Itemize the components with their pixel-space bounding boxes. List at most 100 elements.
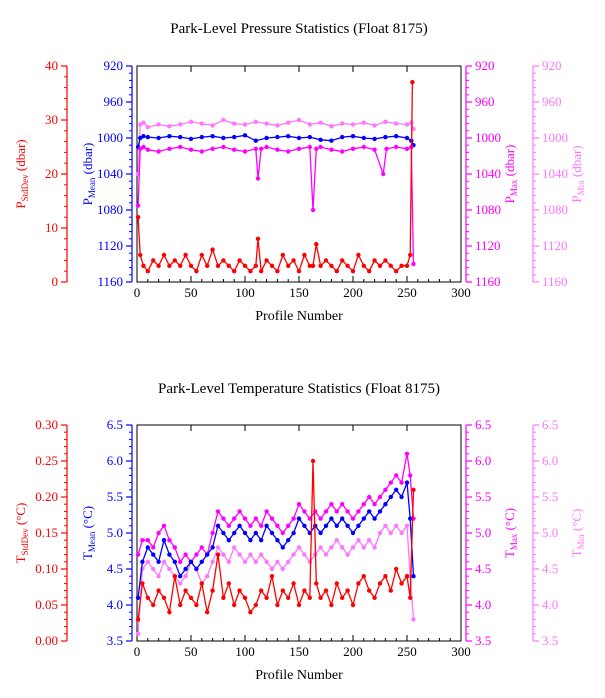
data-point-stddev [253,263,258,268]
y-tick-label: 0.00 [35,633,58,648]
data-point-mean [232,134,237,140]
data-point-stddev [167,263,172,268]
x-tick-label: 150 [289,644,309,659]
y-tick-label: 0.15 [35,525,58,540]
data-point-max [135,552,141,557]
data-point-stddev [361,263,366,268]
data-point-mean [323,523,329,528]
data-point-stddev [291,581,296,586]
data-point-max [178,144,183,150]
data-point-min [329,545,334,550]
y-axis-label-main: P [569,195,584,202]
y-tick-label: 920 [475,58,495,73]
data-point-mean [329,516,334,521]
data-point-stddev [140,581,145,586]
data-point-mean [232,530,237,536]
data-point-stddev [221,595,226,600]
y-axis-label-main: T [502,550,517,558]
x-tick-label: 300 [451,644,471,659]
y-tick-label: 0.30 [35,417,58,432]
y-tick-label: 1160 [475,274,501,289]
data-point-mean [291,530,296,536]
data-point-max [226,523,231,528]
data-point-stddev [248,610,253,615]
data-point-max [356,509,361,514]
data-point-mean [188,559,194,564]
data-point-mean [242,530,248,536]
data-point-max [388,480,393,485]
data-point-stddev [307,595,312,600]
data-point-stddev [296,602,302,608]
data-point-stddev [318,595,323,600]
data-point-mean [178,134,183,140]
data-point-mean [361,516,366,521]
data-point-stddev [275,269,280,274]
data-point-max [145,538,150,543]
data-point-max [384,146,389,151]
data-point-max [259,146,264,151]
data-point-min [340,545,345,550]
data-point-max [259,523,264,528]
data-point-mean [296,516,302,521]
data-point-min [178,122,183,127]
data-point-stddev [383,574,388,579]
data-point-min [221,117,226,123]
y-tick-label: 920 [104,58,124,73]
data-point-min [372,545,377,550]
data-point-max [156,149,161,154]
y-axis-stddev: 0 10 20 30 40 PStdDev (dbar) [13,58,68,289]
data-point-stddev [302,252,307,258]
data-point-stddev [275,602,280,608]
data-point-max [411,261,416,267]
data-point-stddev [280,252,285,258]
chart-panel-1: Park-Level Temperature Statistics (Float… [13,381,586,683]
data-point-stddev [183,252,188,258]
data-point-stddev [356,581,361,586]
data-point-min [334,538,339,543]
y-tick-label: 0.05 [35,597,58,612]
data-point-mean [286,134,291,139]
data-point-max [296,146,302,151]
y-tick-label: 0.25 [35,453,58,468]
data-point-max [372,502,377,507]
data-point-stddev [404,574,410,579]
data-point-stddev [367,269,372,274]
y-axis-mean: 3.5 4.0 4.5 5.0 5.5 6.0 6.5 TMean (°C) [80,417,133,648]
data-point-stddev [329,263,334,268]
data-point-max [221,516,226,521]
series-mean [135,480,416,600]
y-tick-label: 6.5 [542,417,558,432]
data-point-min [138,122,143,127]
data-point-max [313,509,318,514]
data-point-max [145,147,150,152]
data-point-stddev [286,595,291,600]
data-point-mean [264,135,269,141]
data-point-mean [205,552,210,557]
data-point-stddev [199,252,204,258]
data-point-max [307,144,312,150]
data-point-min [388,530,393,536]
y-axis-label-mean: PMean (dbar) [80,143,97,206]
chart-panel-0: Park-Level Pressure Statistics (Float 81… [13,21,586,324]
data-point-max [275,147,280,152]
data-point-stddev [264,595,269,600]
x-axis-label: Profile Number [255,668,343,683]
data-point-stddev [302,588,307,593]
data-point-min [156,574,161,579]
y-axis-label-unit: (dbar) [502,145,517,180]
data-point-max [232,516,237,521]
y-axis-min: 3.5 4.0 4.5 5.0 5.5 6.0 6.5 TMin (°C) [532,417,586,648]
data-point-max [199,545,204,550]
data-point-mean [399,494,404,500]
y-tick-label: 4.5 [475,561,491,576]
data-point-mean [167,552,172,557]
data-point-mean [340,516,345,521]
data-point-stddev [178,602,183,608]
data-point-stddev [356,252,361,258]
data-point-max [275,523,280,528]
data-point-stddev [388,263,393,268]
data-point-mean [280,545,285,550]
y-tick-label: 1080 [542,202,568,217]
data-point-stddev [296,269,302,274]
x-tick-label: 300 [451,285,471,300]
